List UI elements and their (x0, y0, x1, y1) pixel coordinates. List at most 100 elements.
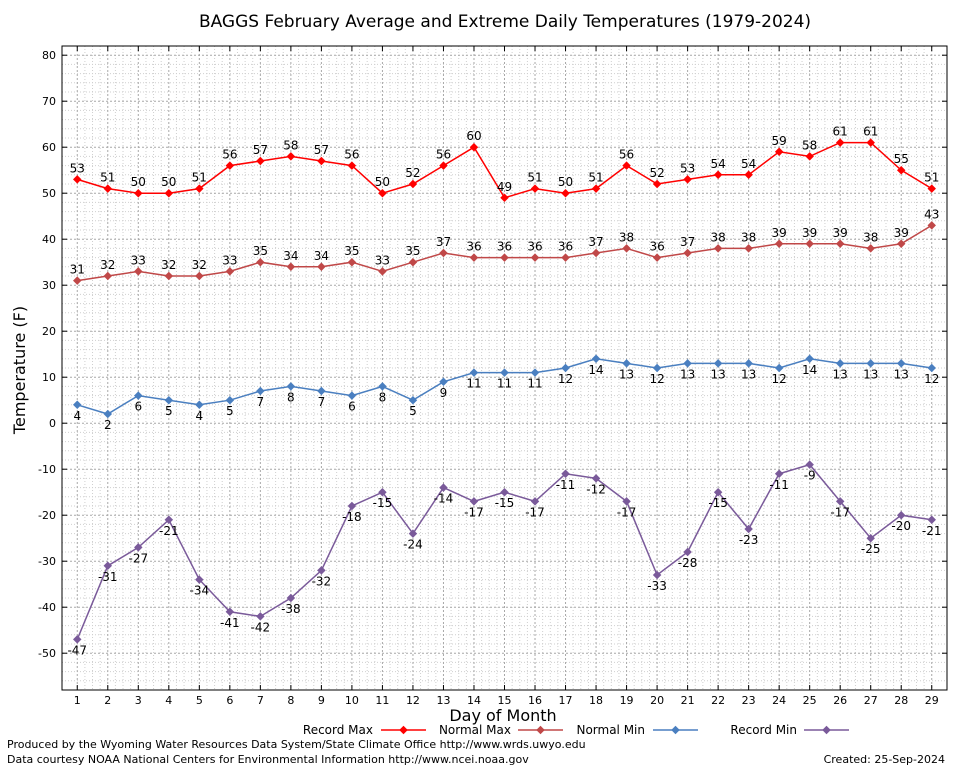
normal-min-data-label: 11 (527, 377, 542, 391)
normal-max-data-label: 39 (833, 226, 848, 240)
normal-min-data-label: 12 (924, 372, 939, 386)
record-min-point (744, 524, 753, 534)
normal-min-data-label: 13 (894, 367, 909, 381)
normal-min-point (530, 368, 540, 377)
record-max-point (286, 152, 296, 161)
record-min-point (622, 497, 631, 506)
x-tick-label: 25 (803, 694, 817, 707)
record-min-point (805, 460, 814, 469)
x-tick-label: 19 (620, 694, 634, 707)
x-axis-label: Day of Month (449, 706, 556, 725)
record-max-data-label: 59 (772, 134, 787, 148)
record-min-data-label: -11 (556, 478, 576, 492)
x-tick-label: 29 (925, 694, 939, 707)
record-min-data-label: -17 (617, 505, 637, 519)
normal-max-data-label: 37 (436, 235, 451, 249)
x-tick-label: 20 (650, 694, 664, 707)
normal-max-data-label: 39 (802, 226, 817, 240)
normal-min-point (896, 359, 906, 368)
record-min-data-label: -25 (861, 542, 881, 556)
record-max-point (500, 193, 509, 203)
normal-min-data-label: 4 (73, 409, 81, 423)
record-max-data-label: 56 (619, 148, 634, 162)
y-tick-label: 10 (42, 371, 56, 384)
record-min-data-label: -41 (220, 616, 240, 630)
legend-marker (822, 725, 831, 735)
x-tick-label: 1 (74, 694, 81, 707)
x-tick-label: 7 (257, 694, 264, 707)
record-min-point (866, 533, 875, 543)
normal-min-point (286, 382, 296, 391)
y-tick-label: -50 (38, 647, 56, 660)
record-min-point (591, 474, 601, 483)
record-max-data-label: 54 (710, 157, 725, 171)
record-min-data-label: -47 (67, 643, 87, 657)
record-max-data-label: 54 (741, 157, 756, 171)
normal-max-data-label: 43 (924, 207, 939, 221)
record-min-point (469, 497, 479, 506)
record-max-data-label: 50 (375, 175, 390, 189)
normal-max-point (347, 257, 357, 267)
record-max-data-label: 53 (70, 161, 85, 175)
normal-min-point (225, 395, 235, 405)
normal-min-data-label: 14 (802, 363, 817, 377)
x-tick-label: 24 (772, 694, 786, 707)
normal-max-data-label: 34 (283, 249, 298, 263)
y-tick-label: 30 (42, 279, 56, 292)
normal-min-data-label: 4 (196, 409, 204, 423)
record-max-data-label: 58 (283, 138, 298, 152)
normal-min-point (591, 354, 601, 364)
record-max-point (134, 188, 143, 198)
record-max-data-label: 57 (253, 143, 268, 157)
record-min-data-label: -15 (708, 496, 728, 510)
normal-min-data-label: 2 (104, 418, 112, 432)
normal-min-data-label: 12 (649, 372, 664, 386)
normal-max-data-label: 33 (131, 253, 146, 267)
normal-min-point (164, 395, 174, 405)
normal-min-point (713, 359, 723, 368)
record-min-point (256, 612, 265, 621)
normal-max-point (134, 267, 143, 276)
record-max-point (73, 175, 82, 184)
record-max-point (103, 184, 113, 193)
x-tick-label: 14 (467, 694, 481, 707)
record-max-data-label: 56 (222, 148, 237, 162)
x-tick-label: 17 (559, 694, 573, 707)
record-max-point (256, 156, 265, 166)
normal-min-point (469, 368, 479, 377)
legend-item-normal-max: Normal Max (439, 723, 563, 737)
y-axis-label: Temperature (F) (10, 306, 29, 435)
record-min-data-label: -18 (342, 510, 362, 524)
record-max-data-label: 50 (161, 175, 176, 189)
record-min-series: -47-31-27-21-34-41 -42-38-32-18-15-24-14-… (67, 460, 942, 657)
normal-min-point (134, 391, 143, 400)
record-min-point (500, 487, 509, 497)
normal-max-data-label: 38 (619, 230, 634, 244)
normal-max-point (408, 257, 418, 267)
normal-max-data-label: 32 (192, 258, 207, 272)
record-min-point (530, 497, 540, 506)
normal-max-data-label: 35 (344, 244, 359, 258)
normal-min-data-label: 9 (440, 386, 448, 400)
record-min-data-label: -24 (403, 538, 423, 552)
normal-min-data-label: 11 (466, 377, 481, 391)
record-max-point (195, 184, 204, 193)
record-max-data-label: 51 (924, 171, 939, 185)
x-tick-label: 23 (742, 694, 756, 707)
record-max-point (408, 179, 418, 189)
x-tick-label: 13 (436, 694, 450, 707)
normal-min-point (500, 368, 509, 377)
x-tick-label: 21 (681, 694, 695, 707)
record-min-data-label: -23 (739, 533, 759, 547)
record-min-data-label: -28 (678, 556, 698, 570)
record-max-data-label: 51 (100, 171, 115, 185)
x-tick-label: 16 (528, 694, 542, 707)
record-min-data-label: -17 (525, 505, 545, 519)
record-max-data-label: 55 (894, 152, 909, 166)
normal-max-data-label: 37 (588, 235, 603, 249)
x-tick-label: 15 (498, 694, 512, 707)
legend-label: Normal Max (439, 723, 511, 737)
normal-max-data-label: 38 (863, 230, 878, 244)
normal-min-data-label: 7 (257, 395, 265, 409)
